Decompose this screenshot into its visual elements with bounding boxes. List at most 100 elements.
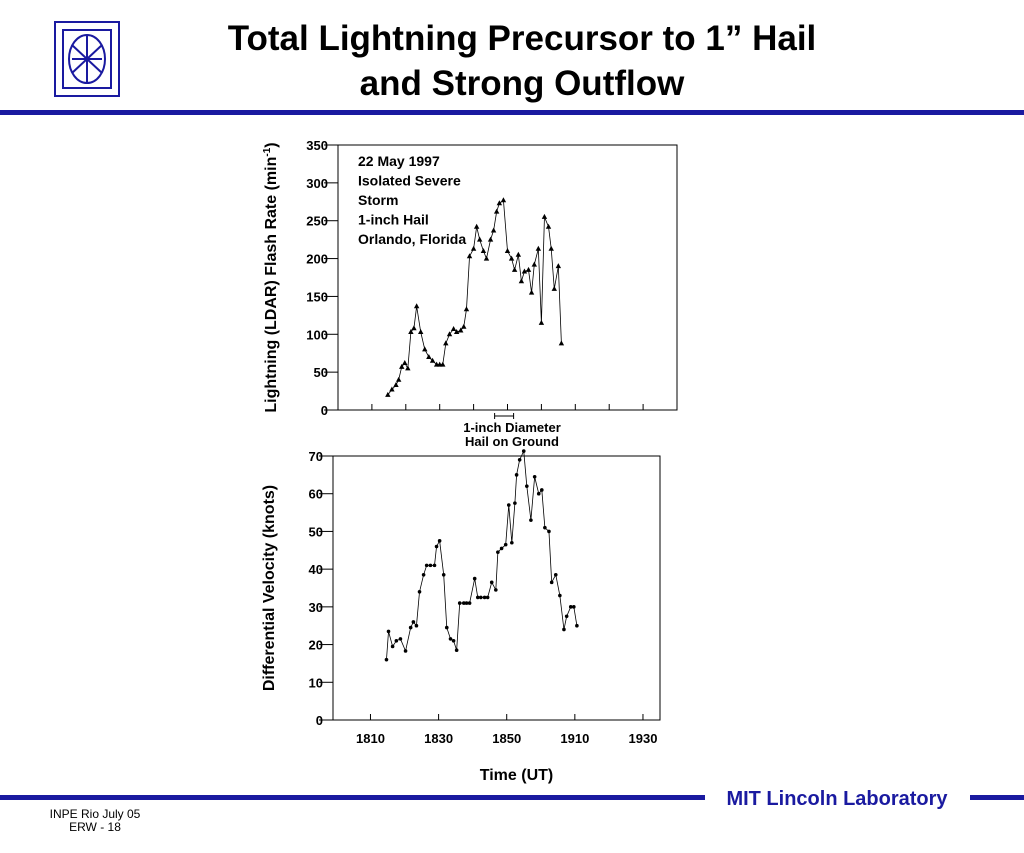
marker: [440, 361, 446, 367]
annotation: 22 May 1997: [358, 153, 440, 169]
marker: [450, 325, 457, 331]
marker: [473, 223, 480, 229]
span-label: 1-inch Diameter: [463, 420, 561, 435]
logo: [54, 21, 120, 97]
marker: [446, 331, 453, 337]
marker: [531, 261, 537, 267]
marker: [490, 227, 497, 233]
marker: [470, 245, 477, 251]
marker: [514, 473, 519, 477]
y-axis-label-text: Lightning (LDAR) Flash Rate (min: [263, 157, 280, 413]
marker: [413, 303, 420, 309]
marker: [398, 637, 403, 641]
marker: [384, 657, 389, 662]
marker: [477, 236, 483, 242]
marker: [547, 529, 551, 534]
marker: [549, 580, 554, 585]
marker: [521, 449, 526, 453]
marker: [511, 266, 518, 272]
marker: [515, 251, 522, 257]
marker: [540, 488, 544, 492]
marker: [393, 382, 399, 388]
marker: [538, 319, 545, 325]
y-tick-label: 150: [306, 289, 328, 304]
y-tick-label: 100: [306, 327, 328, 342]
marker: [454, 648, 459, 653]
marker: [517, 457, 522, 462]
footer-text: ERW - 18: [69, 820, 121, 834]
marker: [386, 629, 391, 634]
annotation: Storm: [358, 192, 398, 208]
marker: [385, 391, 391, 397]
y-tick-label: 0: [316, 713, 323, 728]
y-tick-label: 50: [314, 365, 328, 380]
y-axis-label-sup: -1: [262, 147, 273, 156]
marker: [551, 285, 557, 291]
marker: [466, 253, 473, 259]
marker: [518, 278, 525, 284]
span-label: Hail on Ground: [465, 434, 559, 449]
marker: [532, 474, 537, 479]
marker: [432, 563, 437, 568]
marker: [572, 605, 576, 609]
footer-lab: MIT Lincoln Laboratory: [726, 788, 948, 810]
marker: [562, 627, 566, 632]
marker: [464, 601, 469, 605]
marker: [494, 588, 498, 592]
marker: [528, 289, 535, 295]
marker: [504, 248, 511, 253]
y-axis-label: Differential Velocity (knots): [261, 485, 278, 691]
y-tick-label: 300: [306, 176, 328, 191]
marker: [508, 255, 515, 261]
y-tick-label: 20: [309, 638, 323, 653]
marker: [437, 539, 442, 543]
y-tick-label: 200: [306, 252, 328, 267]
marker: [480, 248, 487, 253]
marker: [411, 325, 417, 331]
marker: [496, 200, 503, 206]
marker: [434, 544, 439, 549]
marker: [467, 601, 472, 605]
marker: [462, 601, 466, 605]
marker: [479, 595, 483, 600]
title-line: Total Lightning Precursor to 1” Hail: [228, 19, 817, 58]
marker: [402, 360, 408, 366]
marker: [424, 563, 429, 568]
marker: [448, 637, 453, 641]
marker: [545, 223, 552, 229]
marker: [422, 346, 428, 352]
plot-frame: [332, 455, 661, 721]
marker: [487, 236, 494, 242]
marker: [429, 357, 436, 363]
marker: [499, 546, 504, 551]
y-tick-label: 50: [309, 524, 323, 539]
marker: [548, 245, 554, 251]
marker: [451, 639, 456, 643]
marker: [483, 255, 490, 261]
marker: [472, 576, 477, 581]
marker: [453, 329, 460, 335]
footer-rule: [0, 795, 705, 800]
marker: [543, 525, 547, 530]
marker: [506, 503, 511, 507]
marker: [394, 639, 399, 643]
annotation: Isolated Severe: [358, 173, 461, 189]
header-rule: [0, 110, 1024, 115]
y-tick-label: 60: [309, 487, 323, 502]
marker: [408, 329, 414, 335]
annotation: Orlando, Florida: [358, 231, 466, 247]
data-line: [387, 199, 562, 396]
marker: [405, 365, 411, 371]
marker: [510, 540, 514, 545]
x-axis-label: Time (UT): [480, 767, 553, 784]
marker: [418, 329, 424, 335]
marker: [421, 573, 426, 577]
marker: [503, 542, 508, 547]
x-tick-label: 1930: [629, 731, 658, 746]
marker: [529, 518, 533, 522]
y-tick-label: 0: [321, 403, 328, 418]
y-axis-label: Lightning (LDAR) Flash Rate (min-1): [262, 142, 280, 412]
y-tick-label: 30: [309, 600, 323, 615]
